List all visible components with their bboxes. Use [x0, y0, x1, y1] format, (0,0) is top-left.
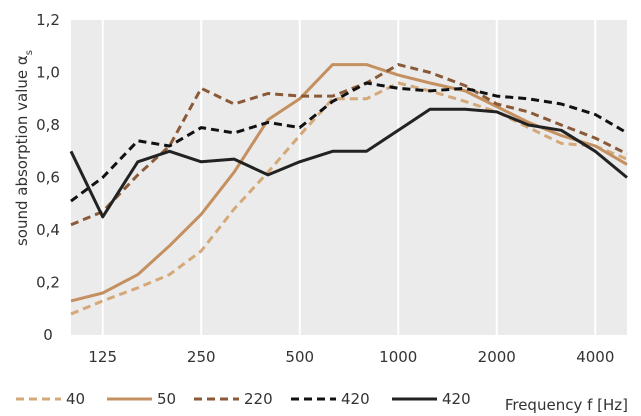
y-tick-label: 0,6	[36, 169, 60, 187]
legend-label: 40	[66, 390, 85, 408]
plot-area	[71, 20, 627, 335]
y-tick-label: 1,2	[36, 11, 60, 29]
legend: 40 50 220 420 420	[16, 390, 471, 408]
x-tick-label: 250	[187, 348, 216, 366]
grid-lines	[101, 20, 597, 335]
y-tick-label: 0,4	[36, 221, 60, 239]
x-tick-labels: 125 250 500 1000 2000 4000	[88, 348, 614, 366]
series-line-4	[69, 107, 628, 219]
y-tick-label: 1,0	[36, 64, 60, 82]
y-axis-label-subscript: s	[24, 50, 35, 55]
x-axis-label: Frequency f [Hz]	[505, 396, 628, 414]
legend-label: 420	[341, 390, 370, 408]
x-tick-label: 125	[88, 348, 117, 366]
x-tick-label: 2000	[478, 348, 516, 366]
x-tick-label: 4000	[576, 348, 614, 366]
y-tick-labels: 0 0,2 0,4 0,6 0,8 1,0 1,2	[36, 11, 60, 344]
x-tick-label: 1000	[379, 348, 417, 366]
legend-label: 420	[442, 390, 471, 408]
series-line-3	[70, 81, 628, 203]
y-tick-label: 0,8	[36, 116, 60, 134]
series-line-2	[70, 63, 628, 227]
legend-label: 220	[244, 390, 273, 408]
series-layer	[69, 63, 628, 316]
y-tick-label: 0,2	[36, 274, 60, 292]
legend-label: 50	[157, 390, 176, 408]
y-tick-label: 0	[43, 326, 53, 344]
series-line-0	[70, 81, 628, 316]
x-tick-label: 500	[285, 348, 314, 366]
y-axis-label: sound absorption value αs	[13, 50, 35, 246]
